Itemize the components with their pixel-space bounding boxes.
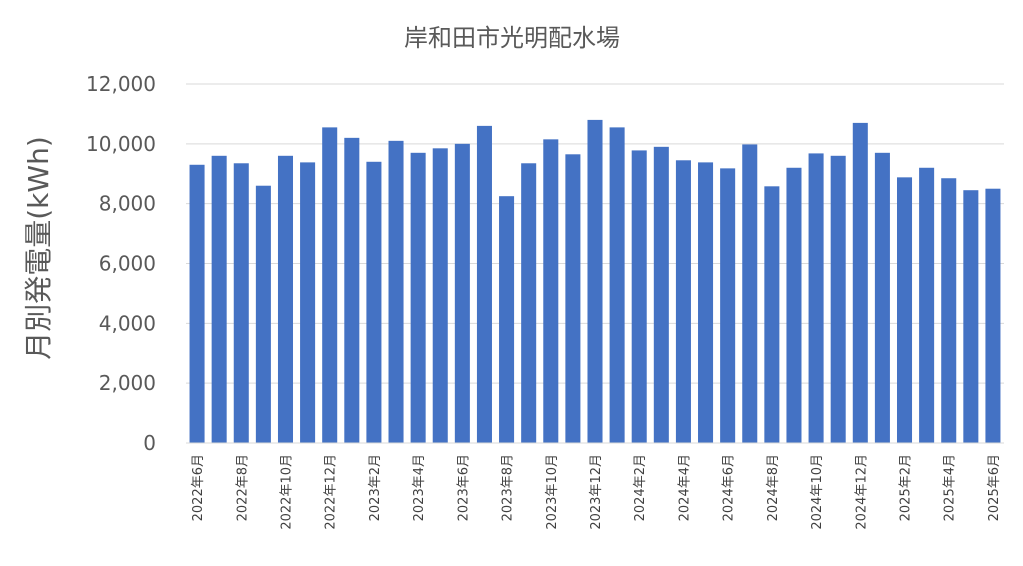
bar: [720, 168, 736, 444]
x-tick-label: 2023年10月: [545, 454, 560, 530]
x-tick-label: 2024年4月: [677, 454, 692, 521]
bar: [587, 119, 603, 444]
bar: [919, 167, 935, 443]
bar: [963, 190, 979, 443]
bar: [941, 178, 957, 444]
x-tick-label: 2023年8月: [501, 454, 516, 521]
bar: [344, 137, 360, 443]
bar: [985, 188, 1001, 443]
y-tick-label: 4,000: [99, 311, 156, 335]
bar: [874, 152, 890, 443]
bar: [410, 152, 426, 443]
x-tick-label: 2023年12月: [589, 454, 604, 530]
bar: [476, 125, 492, 443]
bar: [565, 154, 581, 443]
bar: [499, 196, 515, 443]
x-tick-label: 2024年6月: [722, 454, 737, 521]
y-tick-label: 8,000: [99, 192, 156, 216]
x-tick-label: 2025年6月: [987, 454, 1002, 521]
bar: [521, 163, 537, 443]
bar: [255, 185, 271, 443]
x-tick-label: 2022年12月: [324, 454, 339, 530]
bar: [609, 127, 625, 444]
bar: [454, 143, 470, 444]
bar: [852, 122, 868, 444]
bar: [675, 160, 691, 443]
bars: [189, 119, 1001, 444]
bar: [211, 155, 227, 444]
x-tick-labels: 2022年6月 2022年8月 2022年10月 2022年12月 2023年2月 202…: [191, 454, 1002, 530]
bar: [830, 155, 846, 444]
bar: [233, 163, 249, 443]
bar: [631, 150, 647, 444]
bar: [322, 127, 338, 444]
y-tick-label: 10,000: [86, 132, 156, 156]
bar: [764, 186, 780, 443]
y-tick-label: 2,000: [99, 371, 156, 395]
y-tick-label: 6,000: [99, 252, 156, 276]
bar: [432, 148, 448, 443]
x-tick-label: 2025年4月: [943, 454, 958, 521]
x-tick-label: 2023年6月: [456, 454, 471, 521]
x-tick-label: 2022年10月: [279, 454, 294, 530]
bar: [366, 161, 382, 444]
x-tick-label: 2022年8月: [235, 454, 250, 521]
bar: [653, 146, 669, 443]
x-tick-label: 2024年12月: [854, 454, 869, 530]
bar: [189, 164, 205, 443]
bar: [786, 167, 802, 443]
y-axis-label: 月別発電量(kWh): [22, 136, 55, 360]
bar: [698, 162, 714, 444]
bar: [300, 162, 316, 444]
bar: [388, 140, 404, 443]
x-tick-label: 2022年6月: [191, 454, 206, 521]
y-tick-label: 12,000: [86, 72, 156, 96]
x-tick-label: 2024年10月: [810, 454, 825, 530]
y-tick-labels: 0 2,000 4,000 6,000 8,000 10,000 12,000: [86, 72, 156, 455]
bar: [742, 144, 758, 443]
bar: [277, 155, 294, 444]
bar: [896, 177, 913, 443]
chart-title: 岸和田市光明配水場: [404, 24, 620, 52]
y-tick-label: 0: [143, 431, 156, 455]
x-tick-label: 2024年8月: [766, 454, 781, 521]
x-tick-label: 2025年2月: [899, 454, 914, 521]
x-tick-label: 2023年2月: [368, 454, 383, 521]
x-tick-label: 2023年4月: [412, 454, 427, 521]
x-tick-label: 2024年2月: [633, 454, 648, 521]
bar: [543, 139, 559, 444]
bar: [808, 153, 824, 443]
